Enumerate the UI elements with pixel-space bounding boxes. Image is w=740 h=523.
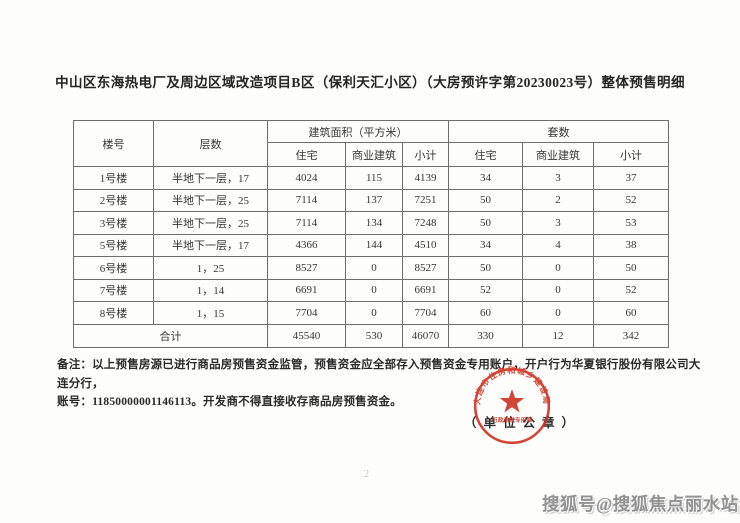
- watermark-text: 搜狐号@搜狐焦点丽水站: [542, 494, 739, 514]
- cell-total-units-com: 12: [522, 323, 595, 348]
- cell-building: 2号楼: [73, 188, 154, 212]
- cell-units-com: 0: [522, 301, 595, 325]
- col-header-building: 楼号: [73, 120, 154, 167]
- cell-building: 3号楼: [73, 211, 154, 235]
- table-row: 6号楼 1，25 8527 0 8527 50 0 50: [73, 256, 670, 280]
- table-row: 5号楼 半地下一层，17 4366 144 4510 34 4 38: [73, 233, 670, 257]
- cell-area-sub: 6691: [401, 278, 450, 302]
- col-header-units-group: 套数: [448, 120, 670, 143]
- cell-units-res: 52: [448, 278, 524, 302]
- cell-units-com: 4: [522, 233, 595, 257]
- cell-units-sub: 52: [593, 278, 670, 302]
- cell-building: 1号楼: [73, 166, 154, 190]
- cell-total-area-sub: 46070: [401, 323, 450, 348]
- cell-area-com: 0: [345, 278, 403, 302]
- cell-area-sub: 4510: [401, 233, 450, 257]
- cell-total-area-com: 530: [345, 323, 403, 348]
- cell-units-com: 3: [522, 211, 595, 235]
- cell-area-res: 7114: [267, 188, 346, 212]
- cell-units-res: 50: [448, 256, 524, 280]
- cell-total-label: 合计: [73, 323, 268, 348]
- remarks-line-1: 备注：以上预售房源已进行商品房预售资金监管，预售资金应全部存入预售资金专用账户，…: [57, 359, 701, 390]
- cell-floors: 半地下一层，25: [153, 211, 268, 235]
- col-header-area-residential: 住宅: [267, 142, 346, 167]
- cell-floors: 半地下一层，17: [153, 233, 268, 257]
- col-header-units-commercial: 商业建筑: [522, 142, 595, 167]
- table-row: 1号楼 半地下一层，17 4024 115 4139 34 3 37: [73, 166, 670, 190]
- cell-area-res: 4024: [267, 166, 346, 190]
- cell-area-res: 7704: [267, 301, 346, 325]
- page-title: 中山区东海热电厂及周边区域改造项目B区（保利天汇小区）（大房预许字第202300…: [55, 75, 685, 90]
- cell-building: 8号楼: [73, 301, 154, 325]
- cell-units-sub: 50: [593, 256, 670, 280]
- cell-units-sub: 37: [593, 166, 670, 190]
- seal-icon: 大连市住房和城乡建设局 行政审批专用章: [472, 365, 551, 445]
- cell-area-com: 115: [345, 166, 403, 190]
- cell-area-res: 4366: [267, 233, 346, 257]
- page-number: 2: [364, 469, 369, 480]
- cell-floors: 1，25: [153, 256, 268, 280]
- table-row: 2号楼 半地下一层，25 7114 137 7251 50 2 52: [73, 188, 670, 212]
- cell-area-res: 8527: [267, 256, 346, 280]
- cell-area-com: 134: [345, 211, 403, 235]
- cell-floors: 半地下一层，25: [153, 188, 268, 212]
- table-total-row: 合计 45540 530 46070 330 12 342: [73, 323, 670, 348]
- remarks-line-2: 账号：11850000001146113。开发商不得直接收存商品房预售资金。: [57, 396, 402, 408]
- col-header-area-group: 建筑面积（平方米）: [266, 120, 450, 143]
- cell-units-res: 50: [448, 211, 524, 235]
- cell-units-sub: 60: [593, 301, 670, 325]
- col-header-floors: 层数: [153, 120, 268, 167]
- cell-total-area-res: 45540: [267, 323, 346, 348]
- seal-inner-text: 行政审批专用章: [491, 416, 532, 424]
- cell-area-com: 137: [345, 188, 403, 212]
- table-row: 3号楼 半地下一层，25 7114 134 7248 50 3 53: [73, 211, 670, 235]
- cell-area-sub: 7251: [401, 188, 450, 212]
- seal-star-icon: [499, 389, 525, 413]
- cell-area-sub: 7248: [401, 211, 450, 235]
- cell-area-sub: 7704: [401, 301, 450, 325]
- cell-total-units-res: 330: [448, 323, 524, 348]
- cell-units-com: 3: [522, 166, 595, 190]
- cell-units-com: 0: [522, 278, 595, 302]
- remarks-block: 备注：以上预售房源已进行商品房预售资金监管，预售资金应全部存入预售资金专用账户，…: [57, 356, 705, 412]
- cell-units-res: 50: [448, 188, 524, 212]
- presale-table: 楼号 层数 建筑面积（平方米） 套数 住宅 商业建筑 小计 住宅 商业建筑 小计…: [73, 120, 670, 348]
- cell-building: 6号楼: [73, 256, 154, 280]
- cell-floors: 1，15: [153, 301, 268, 325]
- cell-units-res: 34: [448, 233, 524, 257]
- col-header-area-subtotal: 小计: [401, 142, 450, 167]
- cell-units-res: 34: [448, 166, 524, 190]
- cell-area-res: 6691: [267, 278, 346, 302]
- cell-area-sub: 4139: [401, 166, 450, 190]
- table-row: 7号楼 1，14 6691 0 6691 52 0 52: [73, 278, 670, 302]
- table-header-row-groups: 楼号 层数 建筑面积（平方米） 套数: [73, 120, 670, 167]
- col-header-area-commercial: 商业建筑: [345, 142, 403, 167]
- table-row: 8号楼 1，15 7704 0 7704 60 0 60: [73, 301, 670, 325]
- cell-units-sub: 53: [593, 211, 670, 235]
- table-header-row-sub: 住宅 商业建筑 小计 住宅 商业建筑 小计: [74, 142, 670, 167]
- official-seal-stamp: 大连市住房和城乡建设局 行政审批专用章: [472, 365, 552, 446]
- cell-units-res: 60: [448, 301, 524, 325]
- col-header-units-subtotal: 小计: [593, 142, 670, 167]
- cell-area-com: 0: [345, 256, 403, 280]
- cell-area-res: 7114: [267, 211, 346, 235]
- cell-floors: 半地下一层，17: [153, 166, 268, 190]
- cell-units-sub: 38: [593, 233, 670, 257]
- cell-area-com: 0: [345, 301, 403, 325]
- cell-area-com: 144: [345, 233, 403, 257]
- cell-units-com: 2: [522, 188, 595, 212]
- cell-area-sub: 8527: [401, 256, 450, 280]
- cell-building: 5号楼: [73, 233, 154, 257]
- cell-total-units-sub: 342: [593, 323, 670, 348]
- cell-building: 7号楼: [73, 278, 154, 302]
- cell-units-sub: 52: [593, 188, 670, 212]
- cell-units-com: 0: [522, 256, 595, 280]
- seal-circle: [473, 367, 551, 445]
- col-header-units-residential: 住宅: [448, 142, 524, 167]
- cell-floors: 1，14: [153, 278, 268, 302]
